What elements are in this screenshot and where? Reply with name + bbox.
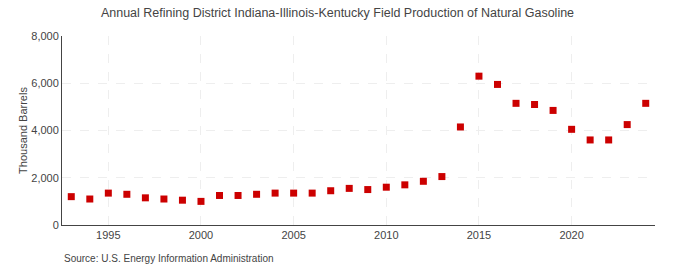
svg-text:2010: 2010	[374, 229, 398, 241]
svg-text:2,000: 2,000	[31, 172, 59, 184]
svg-text:Source: U.S. Energy Informatio: Source: U.S. Energy Information Administ…	[64, 253, 274, 264]
svg-text:2005: 2005	[281, 229, 305, 241]
svg-text:2015: 2015	[467, 229, 491, 241]
svg-text:2000: 2000	[189, 229, 213, 241]
svg-text:0: 0	[53, 219, 59, 231]
svg-text:Annual Refining District India: Annual Refining District Indiana-Illinoi…	[101, 6, 574, 20]
svg-text:8,000: 8,000	[31, 30, 59, 42]
svg-text:1995: 1995	[96, 229, 120, 241]
svg-text:6,000: 6,000	[31, 77, 59, 89]
svg-text:Thousand Barrels: Thousand Barrels	[17, 87, 29, 174]
svg-text:4,000: 4,000	[31, 124, 59, 136]
svg-text:2020: 2020	[559, 229, 583, 241]
